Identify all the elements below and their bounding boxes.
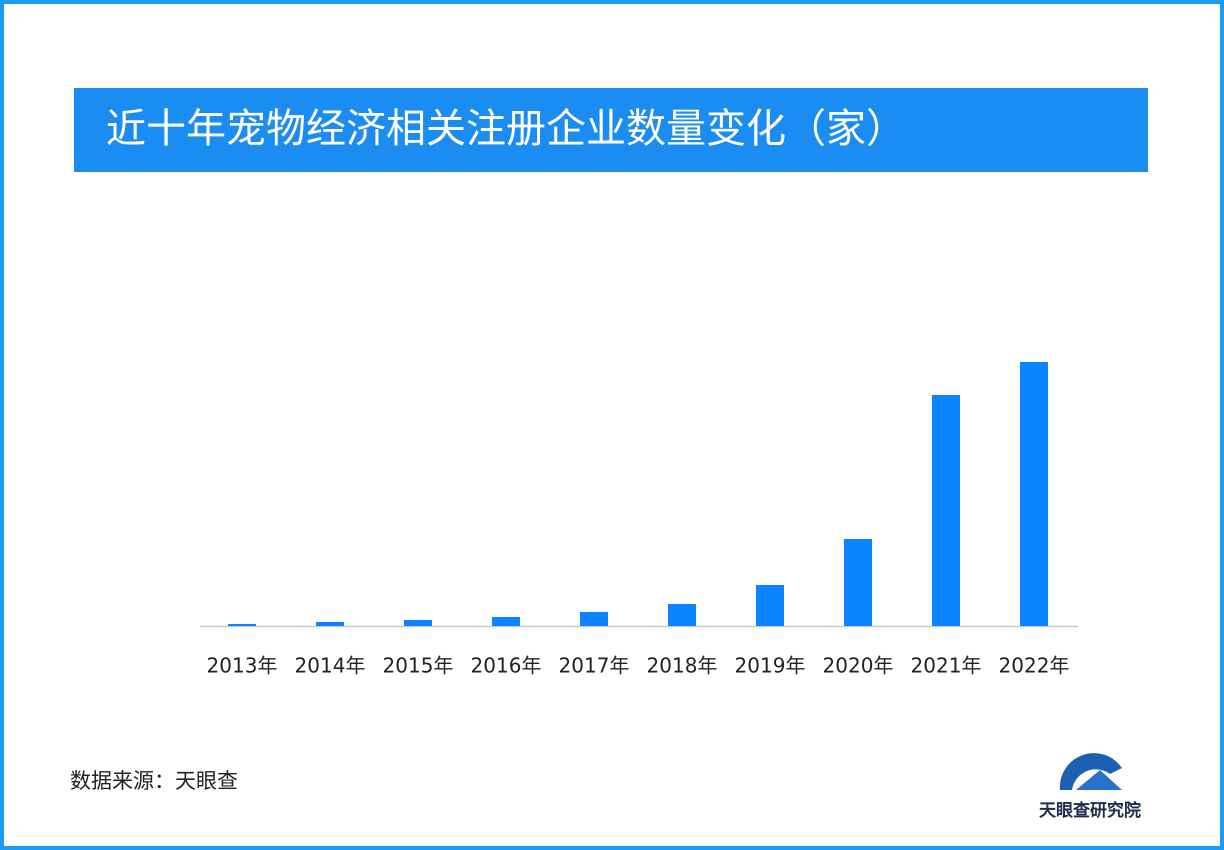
- x-tick-label: 2017年: [559, 654, 630, 678]
- bar: [844, 539, 872, 626]
- bar: [668, 604, 696, 626]
- bar: [492, 617, 520, 626]
- bar: [404, 620, 432, 626]
- bar: [316, 622, 344, 626]
- source-note: 数据来源：天眼查: [70, 769, 238, 793]
- logo-text: 天眼查研究院: [1039, 800, 1141, 821]
- bar: [932, 395, 960, 626]
- x-tick-label: 2013年: [207, 654, 278, 678]
- logo-roof: [1076, 770, 1122, 790]
- x-tick-label: 2021年: [911, 654, 982, 678]
- chart-title: 近十年宠物经济相关注册企业数量变化（家）: [106, 106, 906, 152]
- x-tick-label: 2020年: [823, 654, 894, 678]
- x-tick-label: 2016年: [471, 654, 542, 678]
- x-tick-label: 2018年: [647, 654, 718, 678]
- bar: [1020, 362, 1048, 626]
- title-banner: [74, 88, 1148, 172]
- x-tick-label: 2015年: [383, 654, 454, 678]
- x-tick-label: 2019年: [735, 654, 806, 678]
- bar: [580, 612, 608, 626]
- logo: 天眼查研究院: [1039, 753, 1141, 821]
- bar: [228, 624, 256, 626]
- bar: [756, 585, 784, 626]
- x-tick-label: 2022年: [999, 654, 1070, 678]
- x-tick-label: 2014年: [295, 654, 366, 678]
- logo-arc: [1059, 753, 1122, 790]
